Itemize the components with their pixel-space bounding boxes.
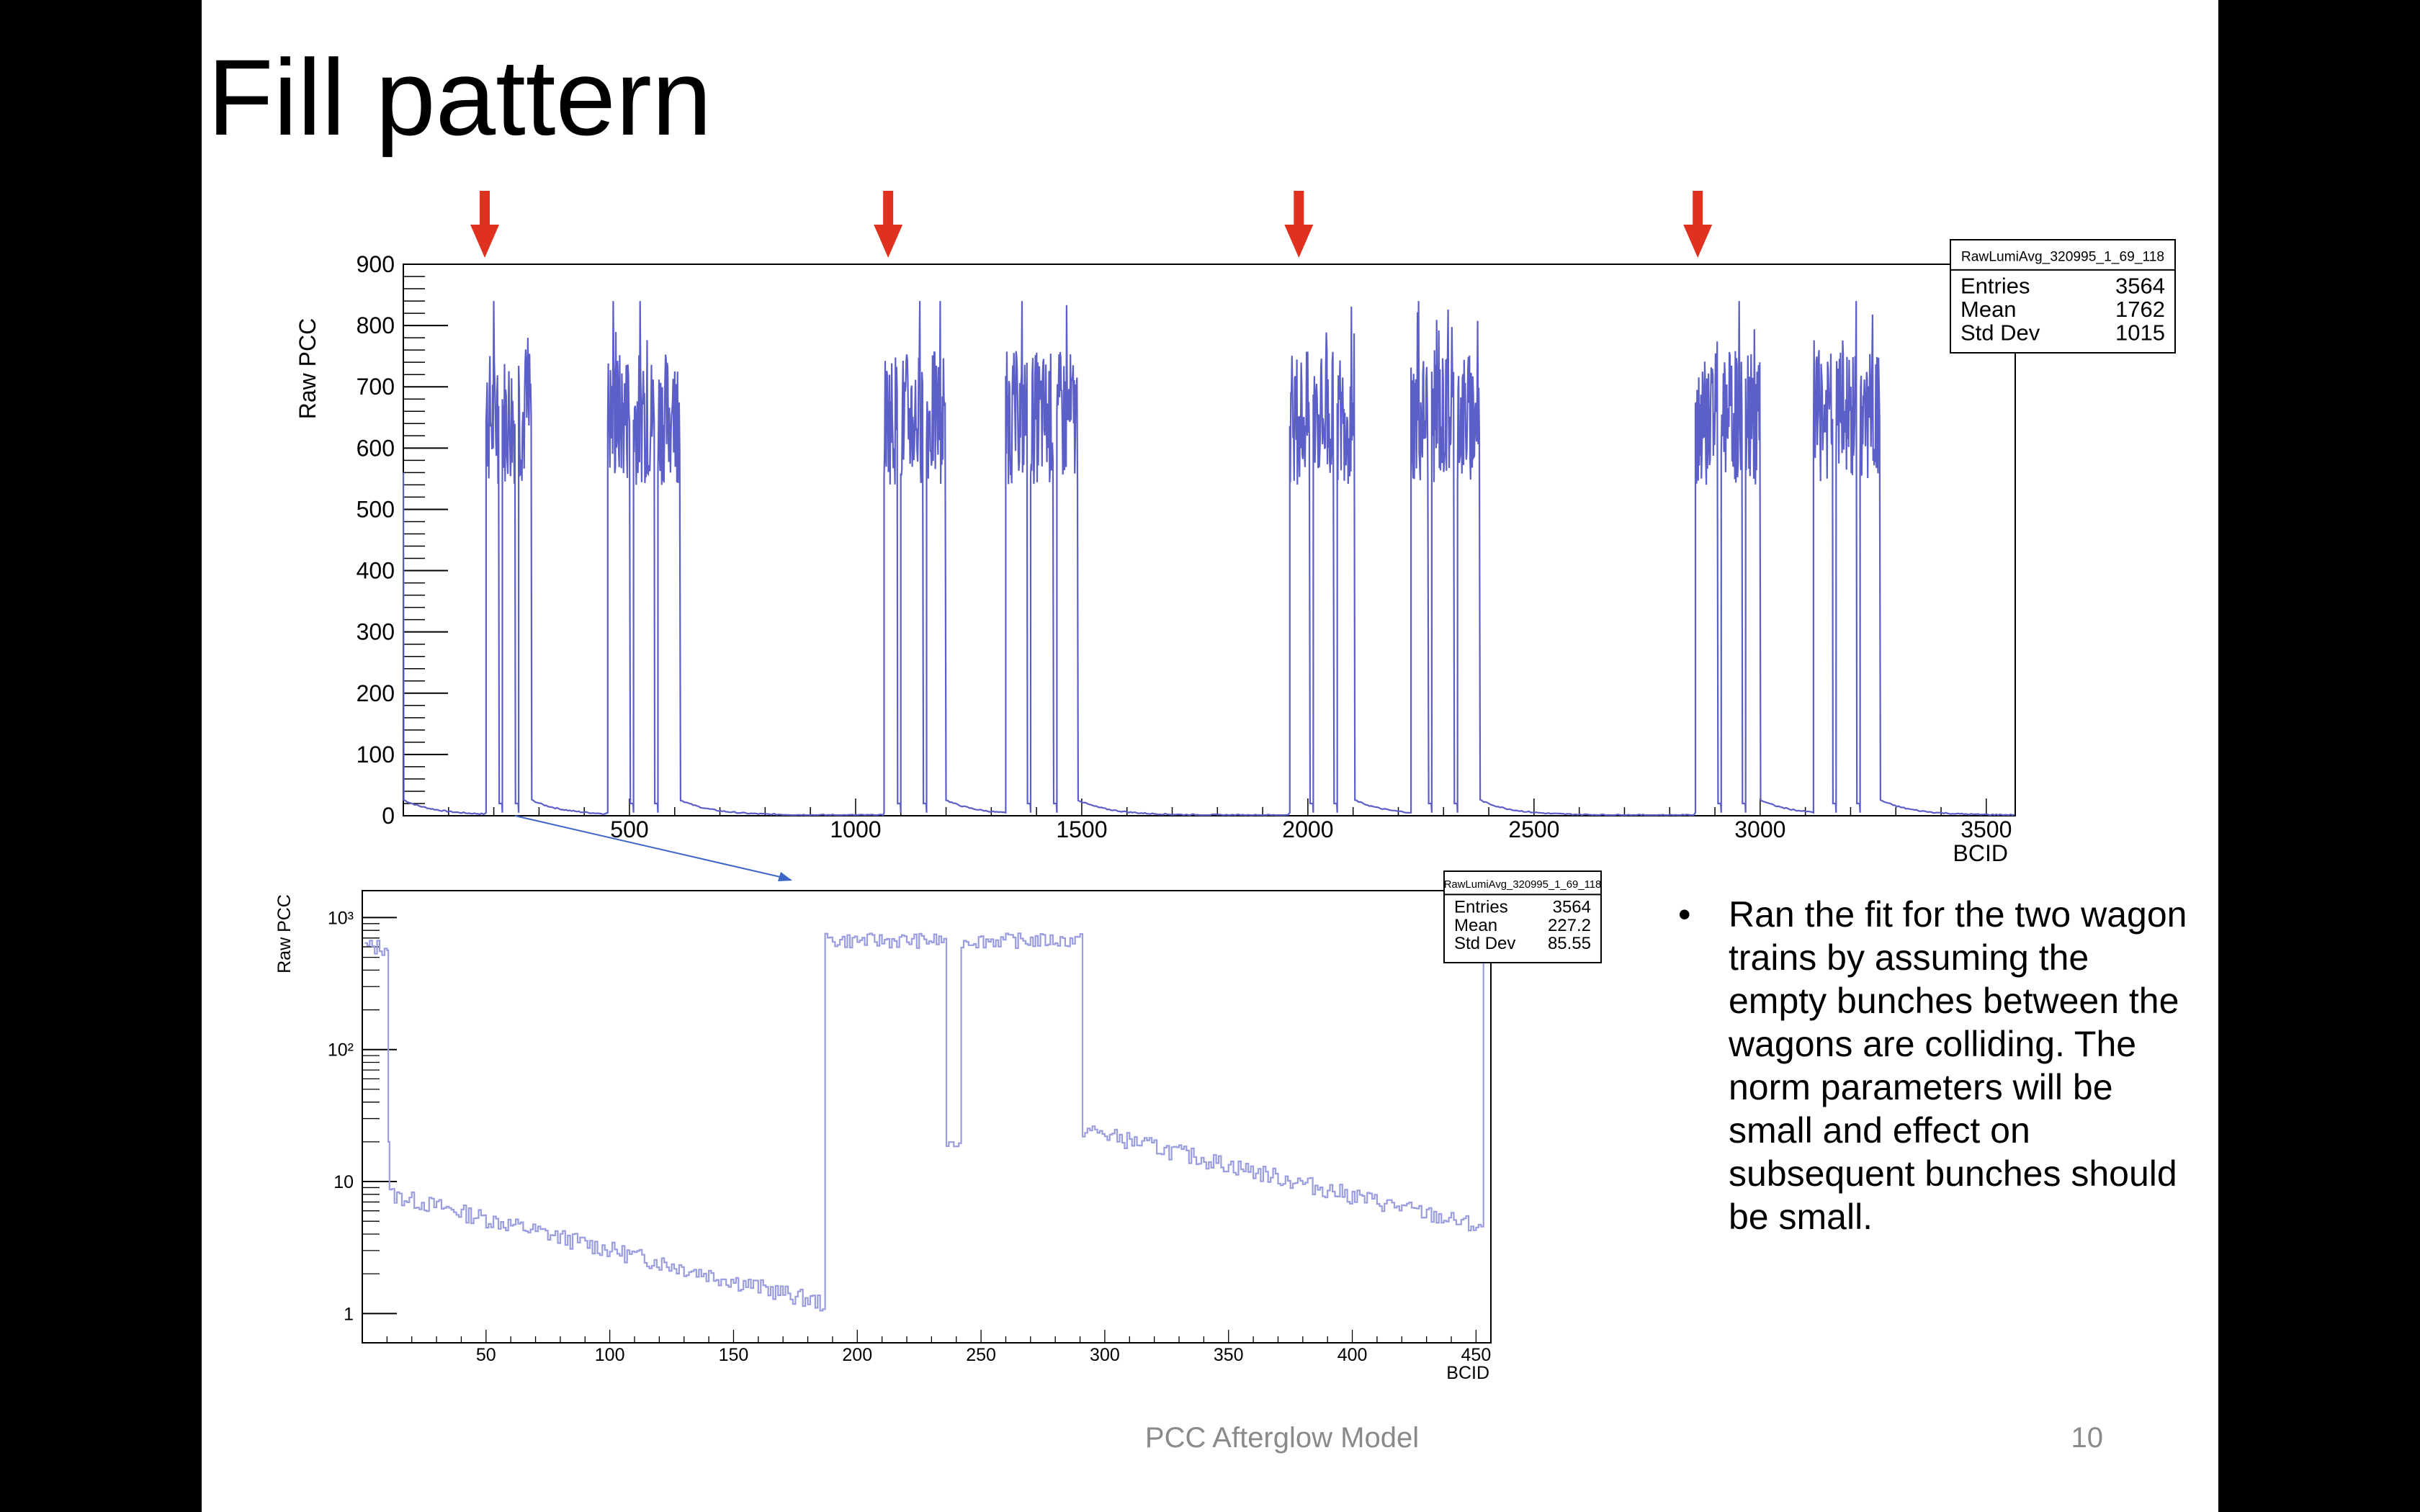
x-axis-title: BCID <box>1446 1363 1489 1383</box>
slide-title: Fill pattern <box>207 37 712 158</box>
train-start-arrow-icon <box>470 225 500 258</box>
x-tick-label: 50 <box>476 1345 496 1365</box>
x-axis-title: BCID <box>1953 840 2008 866</box>
x-tick-label: 3000 <box>1734 816 1785 842</box>
stats-label: Entries <box>1960 273 2030 298</box>
x-tick-label: 1500 <box>1056 816 1107 842</box>
bullet-list: • Ran the fit for the two wagon trains b… <box>1678 893 2197 1238</box>
bullet-dot-icon: • <box>1678 894 1691 935</box>
y-tick-label: 10 <box>333 1172 354 1192</box>
y-tick-label: 500 <box>357 496 395 522</box>
plot-frame <box>403 264 2016 816</box>
stats-title: RawLumiAvg_320995_1_69_118 <box>1444 879 1602 891</box>
y-tick-label: 900 <box>357 251 395 277</box>
connector-line <box>514 815 787 878</box>
x-tick-label: 2500 <box>1508 816 1559 842</box>
y-tick-label: 300 <box>357 619 395 645</box>
stats-value: 3564 <box>1553 898 1591 917</box>
x-tick-label: 2000 <box>1282 816 1333 842</box>
y-tick-label: 400 <box>357 558 395 584</box>
train-start-arrow-icon <box>1693 191 1703 230</box>
x-tick-label: 300 <box>1090 1345 1120 1365</box>
page-number: 10 <box>2071 1422 2104 1454</box>
train-start-arrow-icon <box>874 225 903 258</box>
train-start-arrow-icon <box>1294 191 1304 230</box>
y-tick-label: 600 <box>357 435 395 461</box>
bullet-text: Ran the fit for the two wagon trains by … <box>1729 894 2187 1237</box>
stats-label: Mean <box>1960 297 2017 322</box>
train-start-arrow-icon <box>1683 225 1713 258</box>
connector-arrowhead-icon <box>778 872 792 881</box>
y-tick-label: 0 <box>382 803 395 829</box>
zoom-connector-arrow-icon <box>514 815 787 878</box>
y-tick-label: 700 <box>357 374 395 400</box>
x-tick-label: 450 <box>1461 1345 1492 1365</box>
footer-text: PCC Afterglow Model <box>1144 1422 1420 1454</box>
y-tick-label: 10³ <box>328 908 354 928</box>
x-tick-label: 500 <box>610 816 648 842</box>
y-axis-title: Raw PCC <box>295 318 321 419</box>
x-tick-label: 350 <box>1214 1345 1244 1365</box>
stats-value: 1762 <box>2115 297 2165 322</box>
train-start-arrow-icon <box>1284 225 1314 258</box>
x-tick-label: 200 <box>842 1345 872 1365</box>
x-tick-label: 3500 <box>1960 816 2012 842</box>
y-tick-label: 1 <box>344 1304 354 1324</box>
stats-value: 3564 <box>2115 273 2165 298</box>
log-raw-pcc-series <box>364 906 1491 1312</box>
stats-label: Entries <box>1454 898 1508 917</box>
y-tick-label: 100 <box>357 742 395 768</box>
x-tick-label: 100 <box>595 1345 625 1365</box>
x-tick-label: 150 <box>719 1345 749 1365</box>
stats-label: Mean <box>1454 916 1497 935</box>
stats-value: 227.2 <box>1548 916 1591 935</box>
stats-box <box>1950 239 2176 354</box>
stats-value: 1015 <box>2115 320 2165 346</box>
x-tick-label: 400 <box>1337 1345 1368 1365</box>
x-tick-label: 250 <box>966 1345 996 1365</box>
y-tick-label: 10² <box>328 1040 354 1061</box>
stats-label: Std Dev <box>1960 320 2040 346</box>
stats-title: RawLumiAvg_320995_1_69_118 <box>1961 249 2164 264</box>
y-tick-label: 800 <box>357 312 395 338</box>
x-tick-label: 1000 <box>830 816 881 842</box>
y-axis-title: Raw PCC <box>274 894 295 973</box>
stats-value: 85.55 <box>1548 934 1591 953</box>
stats-label: Std Dev <box>1454 934 1515 953</box>
raw-pcc-series <box>402 301 2015 816</box>
train-start-arrow-icon <box>480 191 490 230</box>
fill-pattern-chart: 0 100 200 300 400 500 600 700 800 900 500 1000 1500 2… <box>295 191 2176 878</box>
stats-box <box>1443 870 1602 963</box>
train-start-arrow-icon <box>883 191 894 230</box>
slide: Fill pattern 0 100 200 300 400 500 600 700 800 90… <box>202 0 2218 1512</box>
y-tick-label: 200 <box>357 680 395 706</box>
plot-frame <box>362 890 1492 1344</box>
